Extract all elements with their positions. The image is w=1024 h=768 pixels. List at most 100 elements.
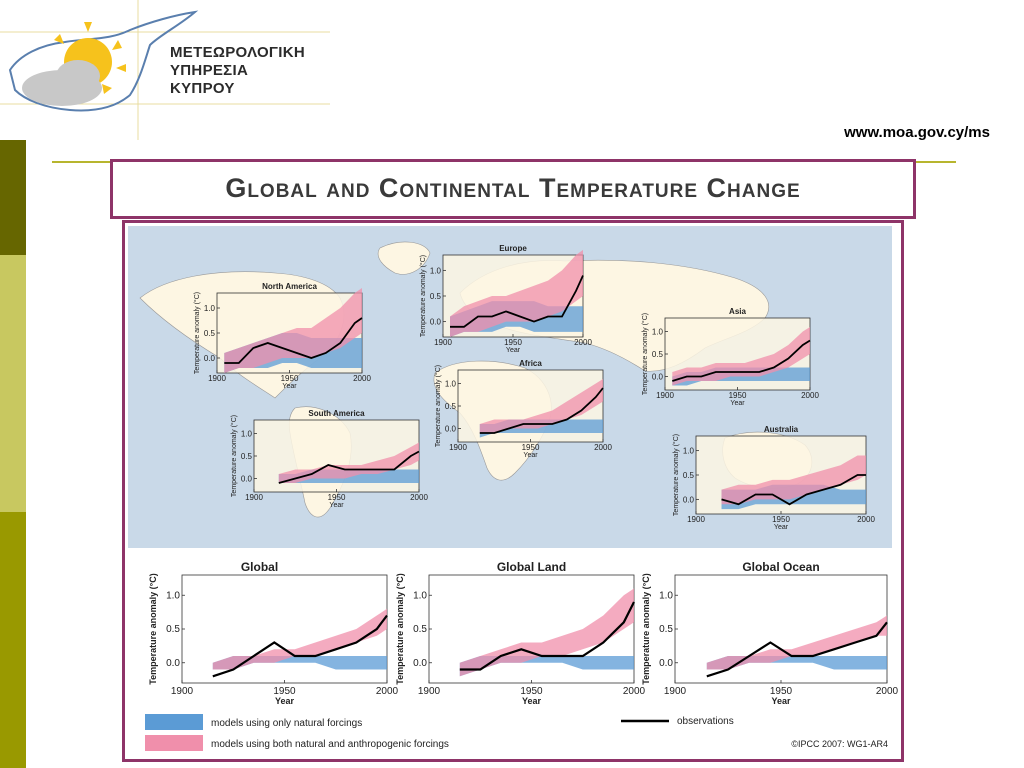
y-tick-label: 0.0 bbox=[204, 354, 216, 363]
x-tick-label: 1900 bbox=[656, 391, 674, 400]
x-axis-label: Year bbox=[506, 347, 521, 354]
x-tick-label: 1900 bbox=[245, 493, 263, 502]
figure-legend: models using only natural forcings models… bbox=[145, 714, 888, 751]
anthropogenic-forcings-band bbox=[479, 379, 603, 433]
y-tick-label: 1.0 bbox=[659, 590, 673, 601]
anthropogenic-forcings-band bbox=[672, 327, 810, 386]
y-tick-label: 0.0 bbox=[241, 475, 253, 484]
y-axis-label: Temperature anomaly (°C) bbox=[193, 292, 201, 374]
chart-title: Africa bbox=[519, 359, 542, 368]
y-tick-label: 0.5 bbox=[241, 452, 253, 461]
y-tick-label: 0.0 bbox=[445, 425, 457, 434]
x-tick-label: 1900 bbox=[664, 686, 687, 697]
x-tick-label: 2000 bbox=[594, 443, 612, 452]
y-tick-label: 0.5 bbox=[683, 471, 695, 480]
slide-title-box: Global and Continental Temperature Chang… bbox=[110, 159, 916, 219]
legend-label-observations: observations bbox=[677, 716, 734, 727]
chart-title: South America bbox=[308, 409, 365, 418]
y-axis-label: Temperature anomaly (°C) bbox=[641, 573, 651, 684]
legend-label-both: models using both natural and anthropoge… bbox=[211, 739, 449, 750]
chart-title: Asia bbox=[729, 307, 746, 316]
x-axis-label: Year bbox=[774, 524, 789, 531]
y-tick-label: 0.0 bbox=[430, 318, 442, 327]
chart-panel-europe: Europe 0.0 0.5 1.0 1900 1950 2000 Year Temperatu… bbox=[419, 244, 592, 354]
side-stripe-light bbox=[0, 255, 26, 512]
x-tick-label: 1950 bbox=[522, 443, 540, 452]
y-tick-label: 0.0 bbox=[683, 495, 695, 504]
y-tick-label: 1.0 bbox=[430, 266, 442, 275]
chart-title: Global bbox=[241, 560, 278, 574]
y-axis-label: Temperature anomaly (°C) bbox=[434, 365, 442, 447]
y-tick-label: 1.0 bbox=[166, 590, 180, 601]
meteorological-service-logo bbox=[0, 0, 330, 140]
x-tick-label: 1950 bbox=[772, 515, 790, 524]
observations-line bbox=[459, 601, 635, 671]
y-tick-label: 0.0 bbox=[413, 658, 427, 669]
chart-panel-south-america: South America 0.0 0.5 1.0 1900 1950 2000 Year Te… bbox=[230, 409, 428, 509]
website-url: www.moa.gov.cy/ms bbox=[844, 124, 990, 141]
chart-panel-africa: Africa 0.0 0.5 1.0 1900 1950 2000 Year Temperatu… bbox=[434, 359, 612, 459]
legend-swatch-both bbox=[145, 735, 203, 751]
x-tick-label: 1950 bbox=[281, 374, 299, 383]
x-tick-label: 2000 bbox=[876, 686, 899, 697]
x-tick-label: 2000 bbox=[857, 515, 875, 524]
x-tick-label: 2000 bbox=[376, 686, 399, 697]
x-axis-label: Year bbox=[523, 452, 538, 459]
map-landmass-2 bbox=[377, 241, 431, 275]
y-tick-label: 0.5 bbox=[166, 624, 180, 635]
anthropogenic-forcings-band bbox=[212, 608, 387, 670]
anthropogenic-forcings-band bbox=[706, 615, 887, 670]
chart-title: Europe bbox=[499, 244, 527, 253]
x-axis-label: Year bbox=[282, 383, 297, 390]
organization-name-line-1: ΜΕΤΕΩΡΟΛΟΓΙΚΗ bbox=[170, 44, 305, 61]
y-tick-label: 0.0 bbox=[659, 658, 673, 669]
y-tick-label: 0.5 bbox=[430, 292, 442, 301]
y-axis-label: Temperature anomaly (°C) bbox=[672, 434, 680, 516]
y-tick-label: 0.5 bbox=[652, 350, 664, 359]
x-axis-label: Year bbox=[275, 696, 295, 706]
x-axis-label: Year bbox=[329, 502, 344, 509]
x-tick-label: 1950 bbox=[328, 493, 346, 502]
x-tick-label: 2000 bbox=[801, 391, 819, 400]
x-tick-label: 2000 bbox=[410, 493, 428, 502]
ipcc-figure: North America 0.0 0.5 1.0 1900 1950 2000 Year Te… bbox=[122, 220, 904, 762]
y-tick-label: 1.0 bbox=[413, 590, 427, 601]
chart-panel-asia: Asia 0.0 0.5 1.0 1900 1950 2000 Year Temperature… bbox=[641, 307, 819, 407]
x-tick-label: 1950 bbox=[729, 391, 747, 400]
x-tick-label: 1950 bbox=[770, 686, 793, 697]
chart-panel-global-ocean: Global Ocean 0.0 0.5 1.0 1900 1950 2000 Year Tem… bbox=[641, 560, 899, 706]
organization-name-line-2: ΥΠΗΡΕΣΙΑ bbox=[170, 62, 249, 79]
y-tick-label: 0.5 bbox=[413, 624, 427, 635]
observations-line bbox=[706, 621, 888, 678]
figure-credit: ©IPCC 2007: WG1-AR4 bbox=[791, 739, 888, 749]
observations-line bbox=[479, 387, 604, 434]
chart-title: North America bbox=[262, 282, 317, 291]
y-tick-label: 0.5 bbox=[659, 624, 673, 635]
y-axis-label: Temperature anomaly (°C) bbox=[230, 415, 238, 497]
y-tick-label: 1.0 bbox=[204, 304, 216, 313]
y-tick-label: 0.0 bbox=[652, 373, 664, 382]
slide-title: Global and Continental Temperature Chang… bbox=[225, 173, 801, 203]
x-tick-label: 1900 bbox=[449, 443, 467, 452]
organization-name-line-3: ΚΥΠΡΟΥ bbox=[170, 80, 235, 97]
x-tick-label: 1900 bbox=[171, 686, 194, 697]
observations-line bbox=[224, 317, 363, 364]
x-tick-label: 1900 bbox=[687, 515, 705, 524]
x-tick-label: 1900 bbox=[208, 374, 226, 383]
observations-line bbox=[721, 474, 866, 506]
side-stripe-olive bbox=[0, 512, 26, 768]
anthropogenic-forcings-band bbox=[450, 249, 583, 337]
observations-line bbox=[212, 614, 388, 678]
x-tick-label: 2000 bbox=[353, 374, 371, 383]
observations-line bbox=[450, 275, 584, 328]
y-axis-label: Temperature anomaly (°C) bbox=[148, 573, 158, 684]
chart-title: Australia bbox=[764, 425, 799, 434]
legend-swatch-natural bbox=[145, 714, 203, 730]
x-tick-label: 1950 bbox=[504, 338, 522, 347]
legend-label-natural: models using only natural forcings bbox=[211, 718, 362, 729]
x-tick-label: 1900 bbox=[434, 338, 452, 347]
y-tick-label: 0.0 bbox=[166, 658, 180, 669]
y-tick-label: 0.5 bbox=[445, 402, 457, 411]
x-tick-label: 1950 bbox=[273, 686, 296, 697]
observations-line bbox=[672, 339, 811, 382]
